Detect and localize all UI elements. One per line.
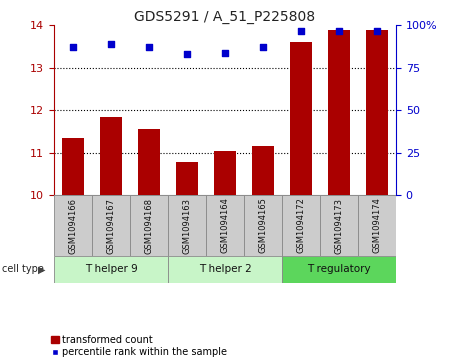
Bar [282, 195, 320, 256]
Point [297, 28, 305, 33]
Text: GSM1094173: GSM1094173 [334, 197, 343, 253]
Point [335, 28, 342, 33]
Text: GSM1094174: GSM1094174 [373, 197, 382, 253]
Bar [214, 151, 236, 195]
Bar [54, 256, 168, 283]
Text: GSM1094172: GSM1094172 [297, 197, 306, 253]
Text: T regulatory: T regulatory [307, 265, 371, 274]
Bar [252, 146, 274, 195]
Bar [62, 138, 85, 195]
Text: cell type: cell type [2, 265, 44, 274]
Text: GSM1094164: GSM1094164 [220, 197, 230, 253]
Bar [168, 195, 206, 256]
Bar [168, 256, 282, 283]
Point [221, 50, 229, 56]
Text: GSM1094168: GSM1094168 [144, 197, 153, 253]
Title: GDS5291 / A_51_P225808: GDS5291 / A_51_P225808 [135, 11, 315, 24]
Bar [290, 42, 312, 195]
Point [108, 41, 115, 47]
Text: GSM1094167: GSM1094167 [107, 197, 116, 253]
Bar [99, 117, 122, 195]
Bar [130, 195, 168, 256]
Text: GSM1094166: GSM1094166 [68, 197, 77, 253]
Bar [54, 195, 92, 256]
Bar [320, 195, 358, 256]
Text: T helper 2: T helper 2 [198, 265, 252, 274]
Bar [328, 30, 351, 195]
Legend: transformed count, percentile rank within the sample: transformed count, percentile rank withi… [50, 334, 229, 358]
Text: T helper 9: T helper 9 [85, 265, 137, 274]
Bar [92, 195, 130, 256]
Point [69, 45, 76, 50]
Text: GSM1094163: GSM1094163 [183, 197, 192, 253]
Text: GSM1094165: GSM1094165 [258, 197, 267, 253]
Text: ▶: ▶ [38, 265, 46, 274]
Point [374, 28, 381, 33]
Bar [176, 162, 198, 195]
Bar [358, 195, 396, 256]
Point [145, 45, 153, 50]
Point [259, 45, 266, 50]
Bar [206, 195, 244, 256]
Bar [244, 195, 282, 256]
Bar [138, 130, 160, 195]
Bar [365, 30, 388, 195]
Bar [282, 256, 396, 283]
Point [184, 52, 191, 57]
